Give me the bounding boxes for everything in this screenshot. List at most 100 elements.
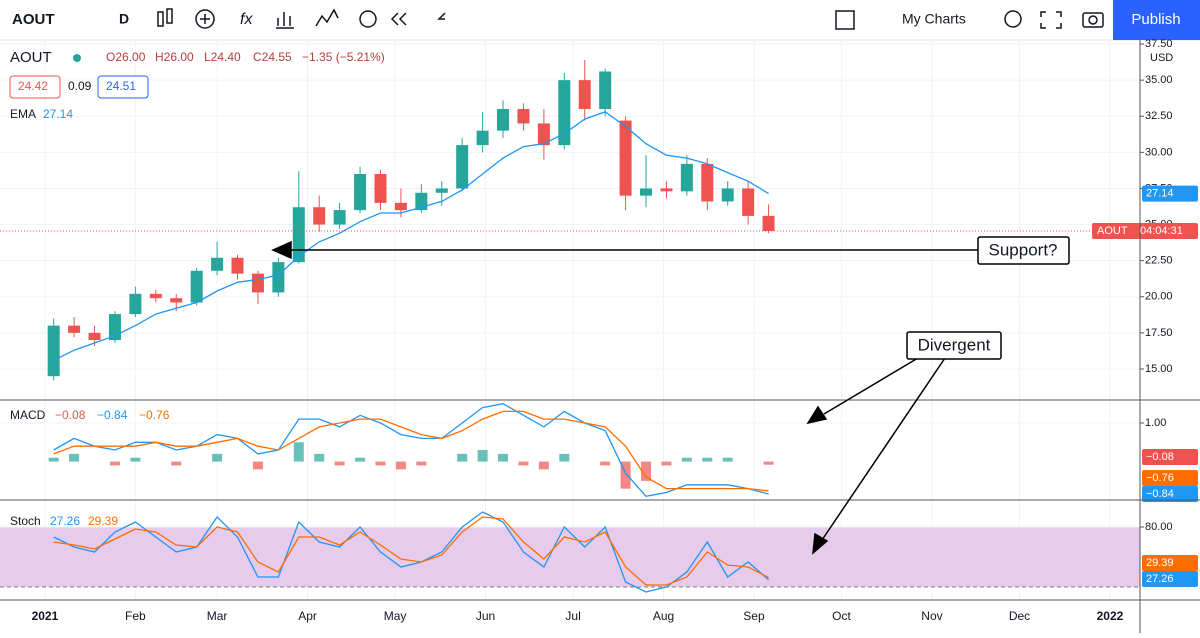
x-tick-label: Apr	[298, 609, 317, 623]
histogram-bar	[69, 453, 80, 462]
candle-body	[374, 174, 387, 203]
ask-box	[97, 75, 149, 99]
histogram-bar	[518, 461, 529, 466]
candle-body	[292, 207, 305, 263]
ohlc: C24.55	[253, 50, 292, 64]
x-tick-label: Feb	[125, 609, 146, 623]
price-badge-label: 27.26	[1146, 573, 1174, 585]
histogram-bar	[252, 461, 263, 470]
histogram-bar	[641, 461, 652, 481]
candle-body	[251, 273, 264, 293]
y-tick-label: 30.00	[1145, 146, 1173, 158]
histogram-bar	[375, 461, 386, 466]
y-tick-label: 15.00	[1145, 363, 1173, 375]
legend-value: 29.39	[88, 514, 118, 528]
histogram-bar	[661, 461, 672, 466]
macd-line	[53, 410, 769, 492]
ema-line	[53, 111, 769, 361]
candle-body	[170, 298, 183, 303]
icons[interactable]	[157, 8, 1104, 30]
histogram-bar	[130, 457, 141, 462]
candle-body	[558, 80, 571, 146]
ema-legend: EMA	[10, 107, 36, 121]
histogram-bar	[212, 453, 223, 462]
histogram-bar	[314, 453, 325, 462]
price-badge	[1142, 449, 1198, 465]
y-tick-label: 37.50	[1145, 38, 1173, 50]
candle-body	[129, 293, 142, 315]
countdown: 04:04:31	[1140, 225, 1183, 237]
histogram-bar	[395, 461, 406, 470]
currency: USD	[1150, 52, 1173, 64]
panes-frame	[0, 40, 1200, 633]
publish-button[interactable]	[1113, 0, 1200, 40]
price-badge-label: −0.08	[1146, 451, 1174, 463]
price-badge	[1142, 185, 1198, 202]
stoch-line	[53, 511, 770, 593]
ohlc: L24.40	[204, 50, 241, 64]
histogram-bar	[620, 461, 631, 489]
interval[interactable]: D	[119, 11, 129, 27]
x-tick-label: May	[384, 609, 407, 623]
histogram-bar	[538, 461, 549, 470]
candle-body	[47, 325, 60, 377]
y-tick-label: 1.00	[1145, 417, 1166, 429]
price-badge	[1142, 571, 1198, 587]
x-tick-label: 2021	[32, 609, 59, 623]
candle-body	[149, 293, 162, 299]
candle-body	[88, 332, 101, 341]
candle-body	[517, 109, 530, 124]
candle-body	[599, 71, 612, 110]
x-tick-label: Mar	[207, 609, 228, 623]
candle-body	[68, 325, 81, 333]
symbol[interactable]: AOUT	[12, 11, 55, 28]
legend-value: −0.84	[97, 408, 128, 422]
histogram-bar	[477, 450, 488, 462]
candle-body	[476, 130, 489, 146]
candle-body	[742, 188, 755, 216]
histogram-bar	[109, 461, 120, 466]
stoch-band	[0, 527, 1140, 587]
annotation: Support?	[989, 240, 1058, 259]
y-tick-label: 17.50	[1145, 327, 1173, 339]
price-badge	[1142, 470, 1198, 486]
candle-body	[394, 202, 407, 211]
price-badge	[1142, 555, 1198, 571]
pane-name: Stoch	[10, 514, 41, 528]
histogram-bar	[702, 457, 713, 462]
histogram-bar	[722, 457, 733, 462]
candle-body	[354, 174, 367, 211]
annotation: Divergent	[918, 335, 991, 354]
histogram-bar	[498, 453, 509, 462]
y-tick-label: 35.00	[1145, 74, 1173, 86]
histogram-bar	[48, 457, 59, 462]
x-tick-label: Dec	[1009, 609, 1030, 623]
histogram-bar	[355, 457, 366, 462]
price-badge	[1142, 486, 1198, 502]
x-tick-label: Aug	[653, 609, 674, 623]
y-tick-label: 20.00	[1145, 291, 1173, 303]
ema-legend-value: 27.14	[43, 107, 73, 121]
x-tick-label: Jul	[565, 609, 580, 623]
histogram-bar	[681, 457, 692, 462]
legend-value: −0.76	[139, 408, 170, 422]
price-badge-label: 29.39	[1146, 557, 1174, 569]
candle-body	[537, 123, 550, 146]
layouts[interactable]: My Charts	[902, 11, 966, 27]
price-badge-label: 27.14	[1146, 188, 1174, 200]
legend-value: −0.08	[55, 408, 86, 422]
histogram-bar	[334, 461, 345, 466]
x-tick-label: Sep	[743, 609, 765, 623]
candle-body	[701, 163, 714, 202]
annotations: Support? Divergent	[271, 236, 1070, 555]
y-tick-label: 22.50	[1145, 255, 1173, 267]
candle-body	[333, 210, 346, 225]
last-price-badge	[1092, 223, 1198, 240]
publish-label[interactable]: Publish	[1131, 11, 1180, 28]
candle-body	[497, 109, 510, 131]
candle-body	[640, 188, 653, 196]
histogram-bar	[457, 453, 468, 462]
fx-icon[interactable]: fx	[240, 11, 253, 28]
bid: 24.42	[18, 79, 48, 93]
